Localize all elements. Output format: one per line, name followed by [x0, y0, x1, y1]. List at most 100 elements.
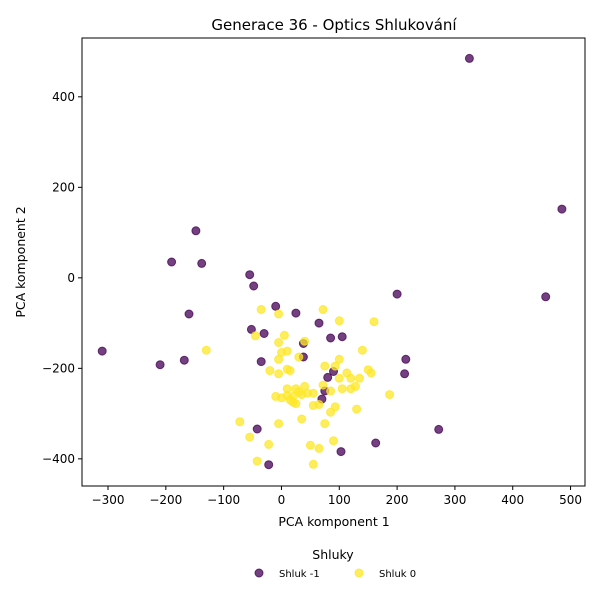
data-point-s1-1	[274, 309, 284, 319]
data-point-s1-31	[318, 380, 328, 390]
data-point-s1-19	[285, 366, 295, 376]
data-point-s1-6	[279, 330, 289, 340]
data-point-s0-5	[167, 257, 177, 267]
data-point-s0-3	[392, 289, 402, 299]
x-tick-label: 300	[443, 493, 466, 507]
data-point-s1-60	[305, 440, 315, 450]
data-point-s1-20	[265, 366, 275, 376]
data-point-s1-29	[351, 381, 360, 391]
data-point-s0-1	[557, 204, 567, 214]
data-point-s0-29	[434, 424, 444, 434]
x-tick-label: 500	[559, 493, 582, 507]
data-point-s1-38	[326, 386, 336, 396]
data-point-s1-27	[355, 373, 364, 383]
data-point-s1-56	[320, 419, 330, 429]
data-point-s0-6	[197, 258, 207, 268]
data-point-s0-13	[246, 324, 256, 334]
data-point-s0-21	[326, 333, 336, 343]
data-point-s1-54	[235, 417, 245, 427]
data-point-s1-63	[308, 459, 318, 469]
data-point-s1-13	[294, 352, 304, 362]
data-point-s1-8	[274, 338, 284, 347]
data-point-s0-30	[371, 438, 381, 448]
data-point-s1-3	[250, 331, 260, 341]
data-point-s1-52	[326, 407, 336, 417]
data-point-s1-0	[256, 305, 266, 314]
x-tick-label: 400	[501, 493, 524, 507]
data-point-s1-23	[366, 368, 376, 378]
data-point-s1-62	[252, 456, 262, 466]
plot-frame	[81, 37, 586, 487]
data-point-s1-25	[346, 373, 356, 383]
y-tick-label: 400	[52, 90, 75, 104]
data-point-s0-12	[179, 355, 189, 365]
data-point-s0-31	[252, 424, 262, 434]
data-point-s1-49	[314, 400, 324, 409]
data-point-s1-30	[337, 384, 347, 394]
x-tick-label: 100	[328, 493, 351, 507]
data-point-s0-16	[291, 308, 301, 318]
data-point-s0-22	[337, 332, 347, 342]
y-axis-ticks: −400 −200 0 200 400	[42, 90, 82, 466]
y-tick-label: 200	[52, 180, 75, 194]
data-point-s1-12	[282, 346, 292, 356]
data-point-s1-2	[318, 305, 328, 314]
data-point-s1-55	[274, 419, 284, 429]
data-point-s1-16	[320, 361, 330, 371]
points-layer	[97, 53, 567, 470]
legend-marker-shluk-0	[354, 568, 364, 578]
data-point-s0-24	[323, 372, 333, 382]
y-tick-label: −200	[42, 361, 75, 375]
data-point-s0-20	[256, 357, 266, 367]
x-tick-label: −200	[149, 493, 182, 507]
data-point-s1-39	[385, 390, 395, 400]
legend-label-shluk-0: Shluk 0	[379, 569, 416, 580]
data-point-s1-10	[201, 345, 211, 355]
data-point-s0-14	[259, 329, 269, 338]
data-point-s1-17	[330, 361, 340, 371]
data-point-s1-21	[274, 369, 284, 379]
data-point-s1-15	[334, 354, 344, 364]
data-point-s0-9	[184, 309, 194, 319]
data-point-s1-51	[352, 404, 362, 414]
data-point-s1-7	[300, 336, 310, 346]
data-point-s1-26	[334, 373, 344, 383]
y-axis-label: PCA komponent 2	[13, 206, 28, 317]
legend-marker-shluk--1	[254, 568, 264, 578]
data-point-s0-8	[249, 281, 259, 291]
x-tick-label: 0	[278, 493, 286, 507]
data-point-s0-0	[464, 53, 474, 63]
data-point-s1-59	[264, 439, 274, 449]
y-tick-label: 0	[67, 271, 75, 285]
x-tick-label: −300	[92, 493, 125, 507]
x-tick-label: −100	[207, 493, 240, 507]
legend: Shluky Shluk -1 Shluk 0	[254, 547, 416, 580]
data-point-s1-44	[297, 390, 307, 400]
data-point-s1-58	[245, 432, 255, 442]
y-tick-label: −400	[42, 452, 75, 466]
data-point-s0-7	[245, 270, 255, 280]
data-point-s0-4	[191, 226, 201, 236]
data-point-s0-15	[271, 301, 281, 311]
data-point-s0-28	[400, 369, 410, 379]
data-point-s1-4	[334, 316, 344, 326]
data-point-s1-5	[369, 317, 379, 327]
data-point-s0-33	[264, 460, 274, 470]
legend-label-shluk--1: Shluk -1	[279, 569, 320, 580]
data-point-s1-57	[329, 436, 338, 446]
data-point-s1-9	[357, 345, 367, 355]
data-point-s1-53	[297, 414, 307, 424]
legend-title: Shluky	[312, 547, 354, 562]
data-point-s1-14	[274, 354, 284, 364]
x-axis-label: PCA komponent 1	[278, 514, 389, 529]
data-point-s1-47	[291, 399, 301, 409]
x-axis-ticks: −300 −200 −100 0 100 200 300 400 500	[92, 486, 582, 507]
chart-title: Generace 36 - Optics Shlukování	[211, 16, 457, 34]
data-point-s0-11	[155, 360, 165, 370]
data-point-s0-27	[401, 354, 411, 364]
data-point-s0-17	[314, 318, 324, 328]
x-tick-label: 200	[386, 493, 409, 507]
data-point-s1-37	[308, 388, 318, 398]
